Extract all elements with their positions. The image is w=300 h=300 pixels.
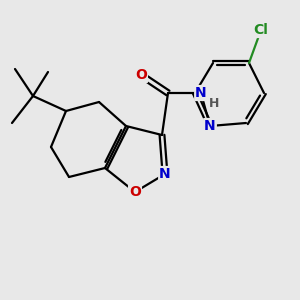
Text: N: N xyxy=(159,167,171,181)
Text: Cl: Cl xyxy=(254,23,268,37)
Text: N: N xyxy=(195,86,207,100)
Text: H: H xyxy=(209,97,220,110)
Text: O: O xyxy=(135,68,147,82)
Text: N: N xyxy=(204,119,216,133)
Text: O: O xyxy=(129,185,141,199)
